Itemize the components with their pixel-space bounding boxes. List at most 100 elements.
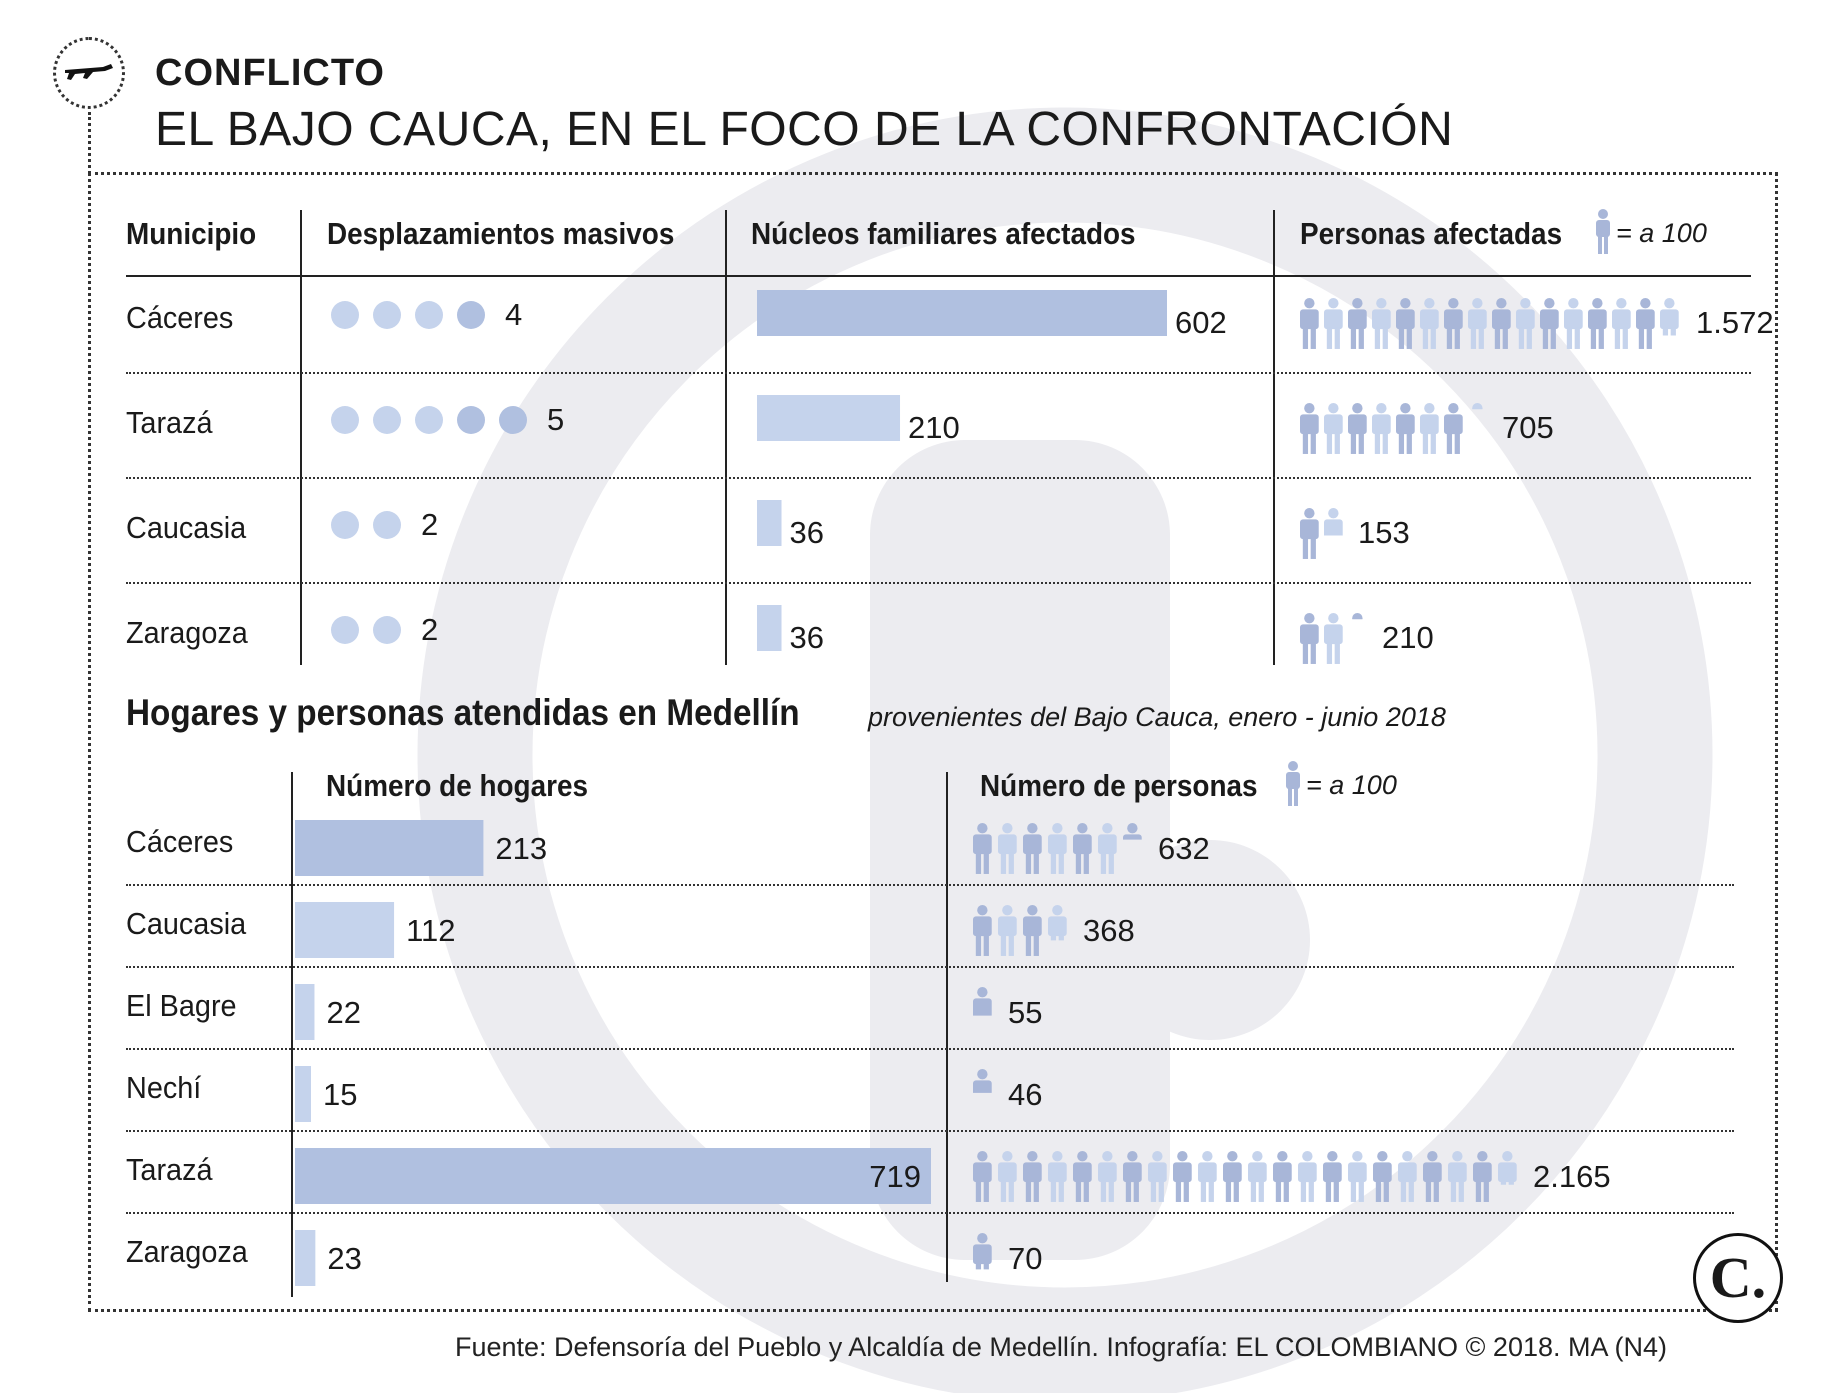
person-shape — [1472, 403, 1483, 410]
person-body — [1420, 414, 1439, 435]
person-leg — [1326, 642, 1333, 664]
header-leader-line — [88, 112, 91, 174]
displacement-dot — [331, 511, 359, 539]
person-body — [1612, 309, 1631, 330]
person-head — [1002, 1151, 1013, 1162]
person-leg — [976, 1016, 981, 1038]
person-icon — [1300, 508, 1319, 559]
person-shape — [1448, 1151, 1467, 1202]
row-divider — [126, 1048, 1734, 1050]
hogares-value-label: 719 — [869, 1159, 921, 1194]
person-leg — [1374, 327, 1381, 349]
person-head — [1304, 508, 1315, 519]
person-icon — [1516, 298, 1535, 349]
person-icon — [1396, 403, 1415, 454]
person-body — [1324, 309, 1343, 330]
person-leg — [1494, 327, 1501, 349]
person-leg — [1526, 327, 1532, 349]
bottom-municipio-label: Zaragoza — [126, 1234, 248, 1269]
person-leg — [1358, 1180, 1364, 1202]
person-leg — [1358, 327, 1364, 349]
person-body — [1468, 309, 1487, 330]
person-icon — [998, 1151, 1017, 1202]
person-leg — [1033, 1180, 1039, 1202]
person-body — [1098, 834, 1117, 855]
person-head — [1377, 1151, 1388, 1162]
person-body — [1348, 309, 1367, 330]
person-shape — [1498, 1151, 1517, 1185]
person-body — [1023, 1162, 1042, 1183]
person-leg — [1646, 327, 1652, 349]
person-leg — [1302, 432, 1309, 454]
person-shape — [1324, 298, 1343, 349]
person-head — [1448, 403, 1459, 414]
rifle-badge — [53, 37, 125, 109]
displacement-dot — [457, 406, 485, 434]
person-leg — [1350, 432, 1357, 454]
person-leg — [1374, 432, 1381, 454]
hogares-bar — [295, 820, 484, 876]
person-head — [1640, 298, 1651, 309]
person-head — [1077, 823, 1088, 834]
person-leg — [1614, 327, 1621, 349]
person-icon — [1492, 298, 1511, 349]
person-leg — [1300, 1180, 1307, 1202]
person-icon — [998, 823, 1017, 874]
person-icon — [1636, 298, 1655, 349]
person-leg — [1382, 327, 1388, 349]
displacement-dot — [415, 301, 443, 329]
section-tag: CONFLICTO — [155, 52, 385, 94]
person-leg — [1083, 852, 1089, 874]
person-leg — [1225, 1180, 1232, 1202]
displacement-dot — [331, 406, 359, 434]
person-leg — [1508, 1180, 1514, 1185]
bottom-municipio-label: El Bagre — [126, 988, 237, 1023]
person-shape — [1300, 508, 1319, 559]
person-body — [1372, 309, 1391, 330]
person-leg — [1208, 1180, 1214, 1202]
person-leg — [1350, 327, 1357, 349]
col-header-municipio: Municipio — [126, 216, 257, 251]
person-icon — [1348, 298, 1367, 349]
person-head — [1496, 298, 1507, 309]
bottom-chart-subtitle: provenientes del Bajo Cauca, enero - jun… — [868, 702, 1446, 732]
person-body — [1300, 624, 1319, 645]
person-shape — [1048, 823, 1067, 874]
person-body — [1048, 1162, 1067, 1183]
person-body — [1248, 1162, 1267, 1183]
top-municipio-label: Cáceres — [126, 300, 234, 335]
nucleos-bar — [757, 290, 1167, 336]
person-leg — [1408, 1180, 1414, 1202]
person-icon — [1048, 823, 1067, 874]
person-leg — [1100, 852, 1107, 874]
person-leg — [1450, 1180, 1457, 1202]
person-leg — [1000, 852, 1007, 874]
displacement-count-label: 2 — [421, 507, 438, 542]
person-body — [1098, 1162, 1117, 1183]
personas-value-label: 2.165 — [1533, 1159, 1611, 1194]
person-leg — [975, 1262, 982, 1270]
person-head — [1328, 613, 1339, 624]
person-shape — [1223, 1151, 1242, 1202]
person-icon — [1324, 508, 1343, 536]
displacement-dot — [373, 301, 401, 329]
person-shape — [1564, 298, 1583, 349]
person-icon — [1073, 1151, 1092, 1202]
person-leg — [1358, 432, 1364, 454]
col-header-desplazamientos: Desplazamientos masivos — [327, 216, 675, 251]
person-shape — [1423, 1151, 1442, 1202]
person-icon — [1444, 298, 1463, 349]
person-body — [1498, 1162, 1517, 1183]
person-shape — [1420, 403, 1439, 454]
source-note: Fuente: Defensoría del Pueblo y Alcaldía… — [455, 1332, 1668, 1362]
person-head — [1152, 1151, 1163, 1162]
person-leg — [975, 1180, 982, 1202]
person-shape — [1073, 823, 1092, 874]
page-title: EL BAJO CAUCA, EN EL FOCO DE LA CONFRONT… — [155, 103, 1454, 156]
person-leg — [1350, 1180, 1357, 1202]
person-leg — [1233, 1180, 1239, 1202]
person-body — [1300, 519, 1319, 540]
displacement-dot — [499, 406, 527, 434]
hogares-bar — [295, 984, 315, 1040]
person-head — [1472, 403, 1483, 410]
